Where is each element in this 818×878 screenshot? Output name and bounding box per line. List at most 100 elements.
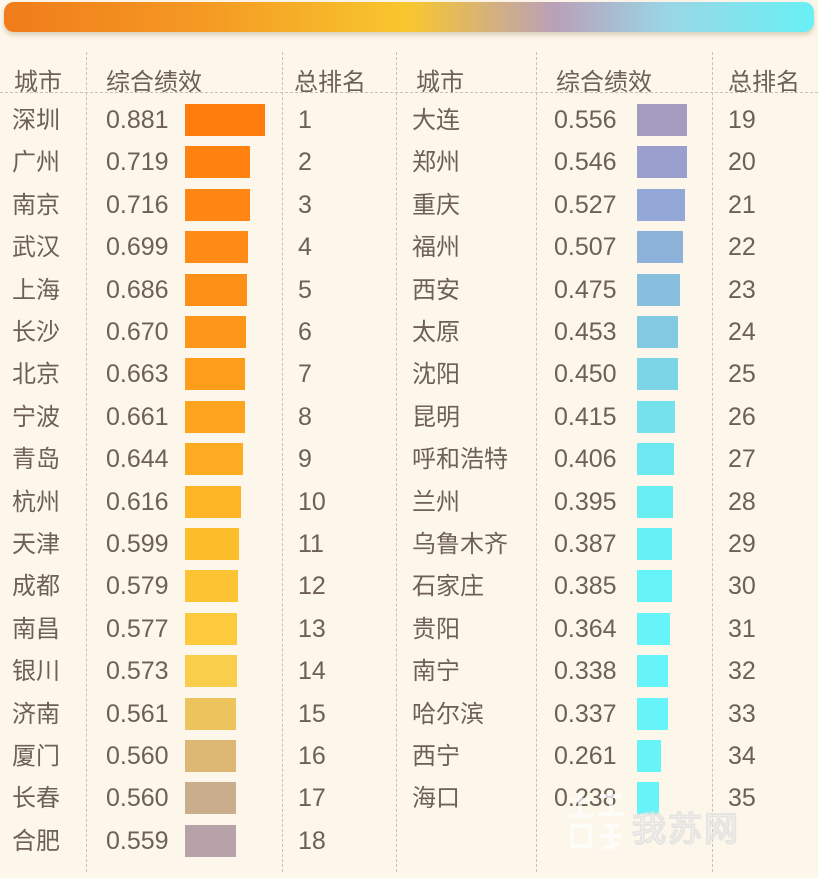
city-name: 太原 bbox=[412, 318, 460, 346]
city-name: 深圳 bbox=[12, 106, 60, 134]
performance-value: 0.338 bbox=[554, 657, 617, 686]
performance-bar bbox=[637, 104, 687, 136]
performance-value: 0.881 bbox=[106, 106, 169, 134]
performance-ranking-table: 城市 综合绩效 总排名 城市 综合绩效 总排名 深圳 0.881 1 广州 0.719 2… bbox=[0, 48, 818, 872]
performance-value: 0.415 bbox=[554, 402, 617, 431]
performance-value: 0.644 bbox=[106, 445, 169, 474]
city-name: 宁波 bbox=[12, 402, 60, 431]
city-name: 厦门 bbox=[12, 742, 60, 770]
rank-number: 10 bbox=[298, 487, 326, 516]
performance-value: 0.556 bbox=[554, 106, 617, 134]
rank-number: 18 bbox=[298, 826, 326, 855]
performance-value: 0.475 bbox=[554, 275, 617, 304]
city-name: 西宁 bbox=[412, 742, 460, 770]
city-name: 济南 bbox=[12, 699, 60, 728]
performance-value: 0.661 bbox=[106, 402, 169, 431]
city-name: 呼和浩特 bbox=[412, 445, 508, 474]
performance-bar bbox=[185, 824, 236, 857]
rank-number: 11 bbox=[298, 530, 324, 558]
city-name: 福州 bbox=[412, 233, 460, 262]
city-name: 沈阳 bbox=[412, 360, 460, 389]
column-divider bbox=[712, 52, 713, 872]
city-name: 兰州 bbox=[412, 487, 460, 516]
city-name: 石家庄 bbox=[412, 572, 484, 601]
performance-value: 0.686 bbox=[106, 275, 169, 304]
performance-value: 0.561 bbox=[106, 699, 169, 728]
performance-value: 0.527 bbox=[554, 190, 617, 219]
city-name: 南宁 bbox=[412, 657, 460, 686]
city-name: 银川 bbox=[12, 657, 60, 686]
rank-number: 35 bbox=[728, 784, 756, 813]
rank-number: 16 bbox=[298, 742, 326, 770]
performance-value: 0.663 bbox=[106, 360, 169, 389]
performance-bar bbox=[637, 443, 674, 476]
performance-value: 0.261 bbox=[554, 742, 617, 770]
performance-value: 0.699 bbox=[106, 233, 169, 262]
performance-bar bbox=[185, 697, 236, 730]
performance-bar bbox=[637, 485, 673, 518]
performance-bar bbox=[185, 358, 245, 391]
rank-number: 34 bbox=[728, 742, 756, 770]
rank-number: 30 bbox=[728, 572, 756, 601]
performance-bar bbox=[185, 316, 246, 348]
performance-bar bbox=[185, 188, 250, 221]
rank-number: 15 bbox=[298, 699, 326, 728]
performance-bar bbox=[637, 273, 680, 306]
performance-bar bbox=[185, 443, 243, 476]
rank-number: 2 bbox=[298, 148, 312, 177]
performance-value: 0.560 bbox=[106, 784, 169, 813]
rank-number: 20 bbox=[728, 148, 756, 177]
rank-number: 26 bbox=[728, 402, 756, 431]
performance-value: 0.507 bbox=[554, 233, 617, 262]
performance-value: 0.577 bbox=[106, 614, 169, 643]
performance-bar bbox=[185, 231, 248, 264]
performance-bar bbox=[637, 188, 685, 221]
performance-bar bbox=[637, 740, 661, 772]
city-name: 合肥 bbox=[12, 826, 60, 855]
performance-bar bbox=[185, 655, 237, 688]
performance-bar bbox=[637, 358, 678, 391]
rank-number: 5 bbox=[298, 275, 312, 304]
column-divider bbox=[396, 52, 397, 872]
performance-bar bbox=[185, 146, 250, 179]
performance-value: 0.559 bbox=[106, 826, 169, 855]
header-rank-left: 总排名 bbox=[294, 68, 366, 96]
performance-value: 0.453 bbox=[554, 318, 617, 346]
header-rank-right: 总排名 bbox=[728, 68, 800, 96]
rank-number: 8 bbox=[298, 402, 312, 431]
city-name: 上海 bbox=[12, 275, 60, 304]
performance-bar bbox=[637, 655, 668, 688]
performance-bar bbox=[185, 570, 238, 603]
performance-bar bbox=[185, 528, 239, 560]
rank-number: 1 bbox=[298, 106, 312, 134]
performance-bar bbox=[185, 273, 247, 306]
city-name: 郑州 bbox=[412, 148, 460, 177]
performance-bar bbox=[637, 146, 687, 179]
performance-bar bbox=[637, 612, 670, 645]
city-name: 青岛 bbox=[12, 445, 60, 474]
performance-value: 0.387 bbox=[554, 530, 617, 558]
xinhua-logo-icon bbox=[568, 790, 624, 850]
rank-number: 17 bbox=[298, 784, 326, 813]
rank-number: 4 bbox=[298, 233, 312, 262]
city-name: 成都 bbox=[12, 572, 60, 601]
performance-value: 0.616 bbox=[106, 487, 169, 516]
performance-value: 0.560 bbox=[106, 742, 169, 770]
watermark: 我苏网 bbox=[560, 786, 810, 866]
city-name: 杭州 bbox=[12, 487, 60, 516]
city-name: 哈尔滨 bbox=[412, 699, 484, 728]
rank-number: 9 bbox=[298, 445, 312, 474]
performance-value: 0.395 bbox=[554, 487, 617, 516]
header-perf-left: 综合绩效 bbox=[106, 68, 202, 96]
city-name: 贵阳 bbox=[412, 614, 460, 643]
city-name: 海口 bbox=[412, 784, 460, 813]
watermark-text: 我苏网 bbox=[632, 810, 740, 851]
performance-bar bbox=[185, 485, 241, 518]
rank-number: 14 bbox=[298, 657, 326, 686]
performance-bar bbox=[637, 316, 678, 348]
performance-value: 0.573 bbox=[106, 657, 169, 686]
column-divider bbox=[282, 52, 283, 872]
rank-number: 13 bbox=[298, 614, 326, 643]
performance-value: 0.337 bbox=[554, 699, 617, 728]
city-name: 重庆 bbox=[412, 190, 460, 219]
